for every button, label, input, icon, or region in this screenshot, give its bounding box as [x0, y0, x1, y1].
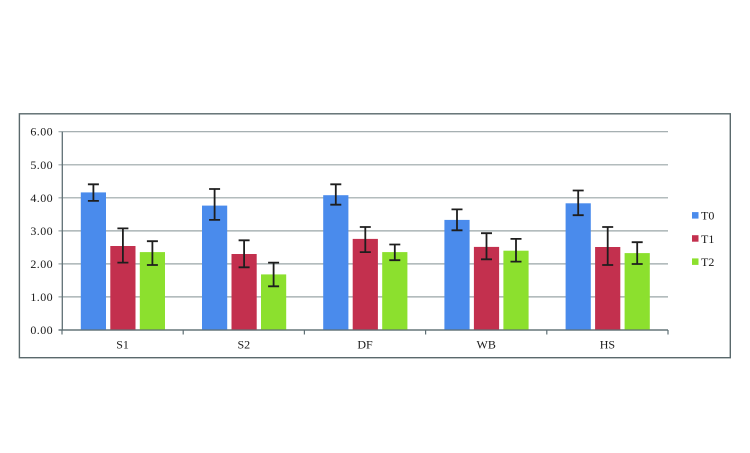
svg-text:1.00: 1.00 [30, 290, 53, 304]
svg-text:T0: T0 [701, 209, 714, 223]
svg-text:4.00: 4.00 [30, 191, 53, 205]
svg-text:0.00: 0.00 [30, 323, 53, 337]
svg-text:3.00: 3.00 [30, 224, 53, 238]
svg-text:T1: T1 [701, 232, 714, 246]
svg-text:6.00: 6.00 [30, 125, 53, 139]
svg-text:WB: WB [477, 338, 496, 352]
svg-text:S2: S2 [237, 338, 250, 352]
svg-text:2.00: 2.00 [30, 257, 53, 271]
svg-text:DF: DF [357, 338, 373, 352]
svg-text:S1: S1 [116, 338, 129, 352]
svg-text:T2: T2 [701, 255, 714, 269]
svg-text:5.00: 5.00 [30, 158, 53, 172]
svg-text:HS: HS [600, 338, 615, 352]
